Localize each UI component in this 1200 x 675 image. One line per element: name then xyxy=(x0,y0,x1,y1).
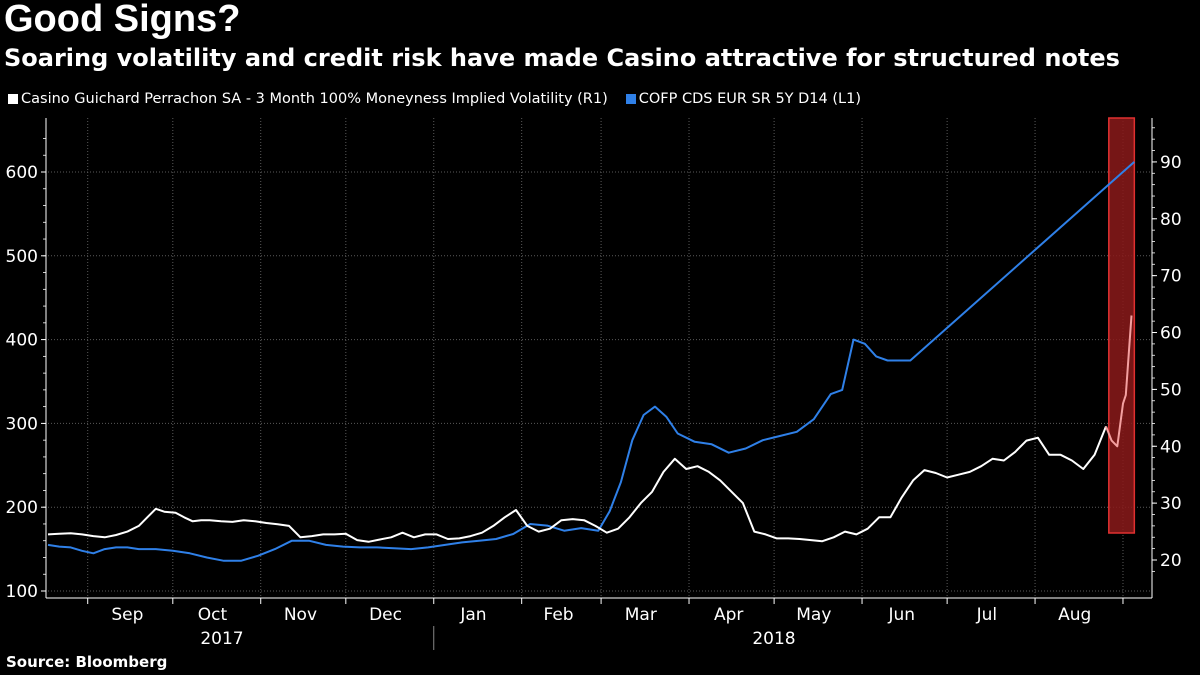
legend-swatch-cds xyxy=(625,94,636,104)
x-tick-label: Oct xyxy=(198,605,228,625)
right-tick-label: 20 xyxy=(1160,551,1182,571)
right-tick-label: 60 xyxy=(1160,324,1182,344)
legend-label-vol: Casino Guichard Perrachon SA - 3 Month 1… xyxy=(21,91,608,107)
chart-title: Good Signs? xyxy=(4,0,241,40)
right-tick-label: 40 xyxy=(1160,437,1182,457)
source-note: Source: Bloomberg xyxy=(6,653,168,671)
right-tick-label: 50 xyxy=(1160,380,1182,400)
right-tick-label: 30 xyxy=(1160,494,1182,514)
left-tick-label: 400 xyxy=(6,331,38,351)
legend-swatch-vol xyxy=(8,94,18,104)
x-tick-label: Jun xyxy=(887,605,915,625)
x-tick-label: Nov xyxy=(284,605,317,625)
left-tick-label: 200 xyxy=(6,498,38,518)
x-tick-label: Apr xyxy=(714,605,743,625)
year-label-2017: 2017 xyxy=(200,629,243,649)
year-label-2018: 2018 xyxy=(752,629,795,649)
x-tick-label: Dec xyxy=(369,605,402,625)
x-tick-label: Sep xyxy=(111,605,143,625)
right-tick-label: 90 xyxy=(1160,153,1182,173)
legend-item-cds: COFP CDS EUR SR 5Y D14 (L1) xyxy=(625,91,861,107)
right-tick-label: 80 xyxy=(1160,210,1182,230)
cds-line xyxy=(47,161,1135,562)
x-tick-label: May xyxy=(796,605,831,625)
legend-label-cds: COFP CDS EUR SR 5Y D14 (L1) xyxy=(638,91,861,107)
x-tick-label: Feb xyxy=(543,605,573,625)
left-tick-label: 100 xyxy=(6,582,38,602)
legend-item-vol: Casino Guichard Perrachon SA - 3 Month 1… xyxy=(8,91,608,107)
left-tick-label: 300 xyxy=(6,414,38,434)
x-tick-label: Aug xyxy=(1058,605,1091,625)
right-tick-label: 70 xyxy=(1160,267,1182,287)
x-tick-label: Mar xyxy=(625,605,657,625)
x-tick-label: Jan xyxy=(459,605,486,625)
chart-legend: Casino Guichard Perrachon SA - 3 Month 1… xyxy=(8,91,861,107)
x-tick-label: Jul xyxy=(976,605,998,625)
vol-spike-line xyxy=(1105,315,1133,448)
vol-line xyxy=(47,426,1107,543)
left-tick-label: 600 xyxy=(6,163,38,183)
left-tick-label: 500 xyxy=(6,247,38,267)
chart-subtitle: Soaring volatility and credit risk have … xyxy=(4,44,1120,72)
